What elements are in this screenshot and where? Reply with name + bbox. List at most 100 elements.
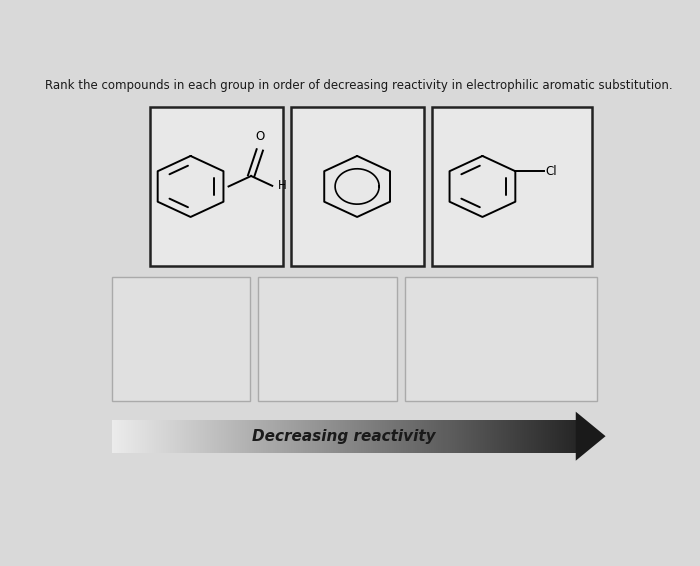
FancyBboxPatch shape	[487, 420, 490, 453]
Text: Cl: Cl	[545, 165, 557, 178]
FancyBboxPatch shape	[238, 420, 241, 453]
FancyBboxPatch shape	[294, 420, 297, 453]
FancyBboxPatch shape	[347, 420, 350, 453]
FancyBboxPatch shape	[496, 420, 499, 453]
FancyBboxPatch shape	[384, 420, 388, 453]
FancyBboxPatch shape	[284, 420, 287, 453]
FancyBboxPatch shape	[245, 420, 248, 453]
FancyBboxPatch shape	[461, 420, 464, 453]
FancyBboxPatch shape	[142, 420, 145, 453]
FancyBboxPatch shape	[559, 420, 562, 453]
FancyBboxPatch shape	[329, 420, 332, 453]
FancyBboxPatch shape	[419, 420, 423, 453]
FancyBboxPatch shape	[485, 420, 488, 453]
FancyBboxPatch shape	[261, 420, 264, 453]
FancyBboxPatch shape	[135, 420, 138, 453]
FancyBboxPatch shape	[203, 420, 206, 453]
FancyBboxPatch shape	[503, 420, 506, 453]
FancyBboxPatch shape	[480, 420, 483, 453]
FancyBboxPatch shape	[412, 420, 416, 453]
FancyBboxPatch shape	[494, 420, 497, 453]
FancyBboxPatch shape	[557, 420, 560, 453]
FancyBboxPatch shape	[242, 420, 245, 453]
FancyBboxPatch shape	[387, 420, 390, 453]
FancyBboxPatch shape	[566, 420, 569, 453]
FancyBboxPatch shape	[259, 420, 262, 453]
FancyBboxPatch shape	[324, 420, 327, 453]
FancyBboxPatch shape	[452, 420, 455, 453]
FancyBboxPatch shape	[112, 277, 251, 401]
FancyBboxPatch shape	[562, 420, 565, 453]
FancyBboxPatch shape	[147, 420, 150, 453]
FancyBboxPatch shape	[214, 420, 217, 453]
FancyBboxPatch shape	[112, 420, 115, 453]
FancyBboxPatch shape	[256, 420, 259, 453]
FancyBboxPatch shape	[144, 420, 148, 453]
FancyBboxPatch shape	[333, 420, 336, 453]
FancyBboxPatch shape	[508, 420, 511, 453]
FancyBboxPatch shape	[301, 420, 304, 453]
FancyBboxPatch shape	[331, 420, 334, 453]
FancyBboxPatch shape	[266, 420, 269, 453]
FancyBboxPatch shape	[380, 420, 383, 453]
FancyBboxPatch shape	[478, 420, 481, 453]
FancyBboxPatch shape	[228, 420, 231, 453]
FancyBboxPatch shape	[296, 420, 299, 453]
FancyBboxPatch shape	[396, 420, 399, 453]
FancyBboxPatch shape	[492, 420, 495, 453]
FancyBboxPatch shape	[121, 420, 124, 453]
FancyBboxPatch shape	[338, 420, 341, 453]
FancyBboxPatch shape	[196, 420, 199, 453]
FancyBboxPatch shape	[336, 420, 339, 453]
FancyBboxPatch shape	[450, 420, 453, 453]
FancyBboxPatch shape	[426, 420, 429, 453]
FancyBboxPatch shape	[258, 277, 397, 401]
FancyBboxPatch shape	[432, 107, 592, 266]
Polygon shape	[575, 411, 606, 461]
FancyBboxPatch shape	[319, 420, 322, 453]
FancyBboxPatch shape	[205, 420, 208, 453]
FancyBboxPatch shape	[394, 420, 397, 453]
FancyBboxPatch shape	[291, 107, 424, 266]
FancyBboxPatch shape	[131, 420, 134, 453]
FancyBboxPatch shape	[172, 420, 176, 453]
FancyBboxPatch shape	[368, 420, 371, 453]
FancyBboxPatch shape	[377, 420, 381, 453]
FancyBboxPatch shape	[212, 420, 215, 453]
FancyBboxPatch shape	[126, 420, 129, 453]
FancyBboxPatch shape	[303, 420, 306, 453]
FancyBboxPatch shape	[343, 420, 346, 453]
FancyBboxPatch shape	[177, 420, 180, 453]
FancyBboxPatch shape	[184, 420, 187, 453]
FancyBboxPatch shape	[322, 420, 325, 453]
FancyBboxPatch shape	[464, 420, 467, 453]
FancyBboxPatch shape	[287, 420, 290, 453]
FancyBboxPatch shape	[198, 420, 201, 453]
FancyBboxPatch shape	[117, 420, 120, 453]
FancyBboxPatch shape	[429, 420, 432, 453]
FancyBboxPatch shape	[415, 420, 418, 453]
FancyBboxPatch shape	[517, 420, 520, 453]
FancyBboxPatch shape	[524, 420, 527, 453]
FancyBboxPatch shape	[191, 420, 194, 453]
FancyBboxPatch shape	[233, 420, 236, 453]
FancyBboxPatch shape	[443, 420, 446, 453]
FancyBboxPatch shape	[534, 420, 537, 453]
FancyBboxPatch shape	[114, 420, 117, 453]
FancyBboxPatch shape	[361, 420, 364, 453]
FancyBboxPatch shape	[410, 420, 413, 453]
FancyBboxPatch shape	[133, 420, 136, 453]
FancyBboxPatch shape	[499, 420, 502, 453]
FancyBboxPatch shape	[170, 420, 173, 453]
FancyBboxPatch shape	[119, 420, 122, 453]
FancyBboxPatch shape	[158, 420, 162, 453]
FancyBboxPatch shape	[275, 420, 278, 453]
FancyBboxPatch shape	[501, 420, 504, 453]
FancyBboxPatch shape	[249, 420, 252, 453]
FancyBboxPatch shape	[207, 420, 211, 453]
FancyBboxPatch shape	[468, 420, 471, 453]
FancyBboxPatch shape	[219, 420, 222, 453]
FancyBboxPatch shape	[210, 420, 213, 453]
FancyBboxPatch shape	[373, 420, 376, 453]
FancyBboxPatch shape	[550, 420, 553, 453]
